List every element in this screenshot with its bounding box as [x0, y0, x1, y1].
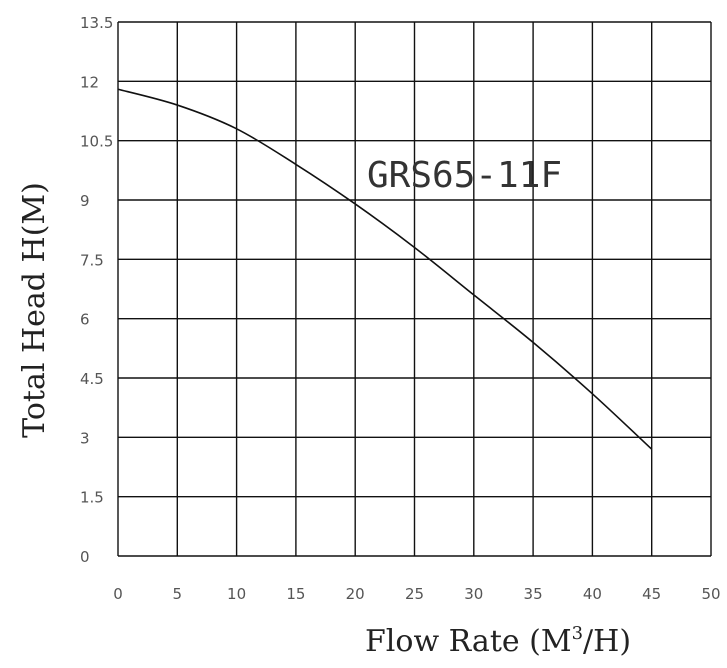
y-tick-label: 6 — [80, 311, 90, 329]
series-line — [117, 88, 653, 450]
y-axis-title: Total Head H(M) — [17, 182, 52, 438]
x-tick-label: 30 — [464, 585, 483, 603]
series-label: GRS65-11F — [367, 155, 562, 196]
x-axis-title-main: Flow Rate (M — [365, 624, 572, 659]
x-axis-title-tail: /H) — [583, 624, 631, 659]
grid — [117, 21, 712, 557]
x-axis-title-superscript: 3 — [572, 623, 583, 644]
y-tick-label: 3 — [80, 429, 90, 447]
x-tick-label: 0 — [113, 585, 123, 603]
x-tick-label: 25 — [405, 585, 424, 603]
x-tick-label: 50 — [701, 585, 720, 603]
y-tick-label: 10.5 — [80, 133, 113, 151]
series-layer: GRS65-11F — [117, 88, 653, 450]
x-tick-labels: 0 5 10 15 20 25 30 35 40 45 50 — [113, 585, 720, 603]
y-tick-label: 13.5 — [80, 14, 113, 32]
x-tick-label: 40 — [583, 585, 602, 603]
x-tick-label: 10 — [227, 585, 246, 603]
y-tick-label: 9 — [80, 192, 90, 210]
x-tick-label: 15 — [286, 585, 305, 603]
y-tick-label: 4.5 — [80, 370, 104, 388]
y-tick-label: 7.5 — [80, 251, 104, 269]
x-tick-label: 20 — [346, 585, 365, 603]
x-tick-label: 5 — [173, 585, 183, 603]
y-tick-labels: 0 1.5 3 4.5 6 7.5 9 10.5 12 13.5 — [80, 14, 113, 566]
x-tick-label: 35 — [524, 585, 543, 603]
y-tick-label: 1.5 — [80, 489, 104, 507]
x-tick-label: 45 — [642, 585, 661, 603]
y-tick-label: 12 — [80, 73, 99, 91]
x-axis-title: Flow Rate (M3/H) — [365, 623, 631, 659]
y-tick-label: 0 — [80, 548, 90, 566]
